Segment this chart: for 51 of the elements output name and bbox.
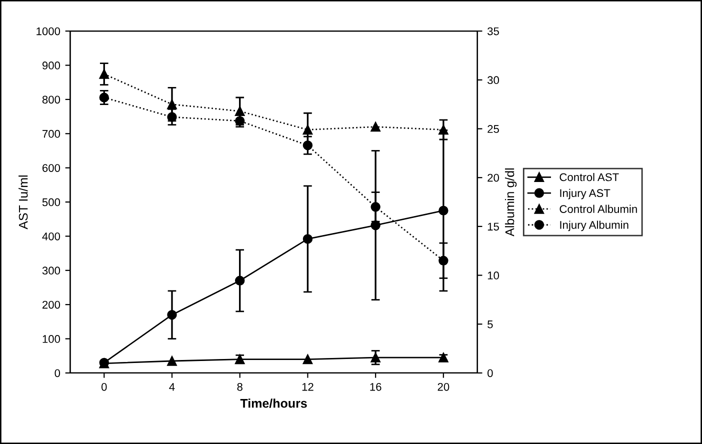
point bbox=[302, 234, 313, 244]
point bbox=[99, 69, 109, 79]
point bbox=[167, 112, 177, 122]
point bbox=[234, 276, 245, 286]
y2-tick-label: 25 bbox=[488, 125, 499, 133]
y-tick-label: 500 bbox=[42, 198, 60, 206]
point bbox=[438, 256, 448, 266]
point bbox=[302, 124, 313, 135]
point bbox=[438, 206, 448, 216]
y-tick-label: 400 bbox=[42, 232, 60, 240]
x-tick-label: 4 bbox=[169, 383, 175, 391]
legend-label: Injury Albumin bbox=[560, 220, 628, 232]
point bbox=[167, 310, 177, 320]
y2-tick-label: 15 bbox=[488, 222, 499, 231]
y-tick-label: 900 bbox=[42, 62, 60, 70]
point bbox=[370, 220, 380, 230]
point bbox=[302, 140, 313, 150]
point bbox=[167, 99, 177, 110]
point bbox=[234, 106, 245, 116]
y-tick-label: 100 bbox=[42, 335, 60, 343]
y2-tick-label: 30 bbox=[488, 76, 500, 84]
legend-label: Injury AST bbox=[560, 188, 610, 200]
x-tick-label: 20 bbox=[438, 382, 450, 391]
point bbox=[370, 202, 380, 212]
x-tick-label: 0 bbox=[101, 382, 107, 391]
y-tick-label: 300 bbox=[42, 266, 60, 275]
x-tick-label: 8 bbox=[237, 382, 242, 391]
legend-label: Control Albumin bbox=[560, 204, 637, 213]
y2-tick-label: 20 bbox=[488, 174, 500, 182]
point bbox=[438, 124, 448, 135]
point bbox=[99, 92, 109, 102]
y-tick-label: 700 bbox=[42, 130, 60, 138]
y-tick-label: 800 bbox=[42, 96, 60, 104]
y-tick-label: 600 bbox=[42, 164, 60, 172]
point bbox=[167, 356, 177, 366]
y2-tick-label: 5 bbox=[488, 320, 493, 328]
y-tick-label: 1000 bbox=[36, 27, 60, 36]
y2-axis-title: Albumin g/dl bbox=[504, 168, 517, 236]
y-tick-label: 200 bbox=[42, 300, 60, 309]
point bbox=[370, 122, 380, 132]
legend-label: Control AST bbox=[560, 172, 619, 182]
y2-tick-label: 0 bbox=[488, 369, 493, 378]
point bbox=[302, 354, 313, 364]
y2-tick-label: 10 bbox=[488, 272, 500, 280]
y-axis-title: AST Iu/ml bbox=[18, 176, 28, 230]
y2-tick-label: 35 bbox=[488, 27, 499, 36]
x-tick-label: 16 bbox=[370, 382, 382, 391]
x-tick-label: 12 bbox=[302, 382, 314, 391]
y-tick-label: 0 bbox=[54, 369, 60, 378]
point bbox=[370, 352, 380, 362]
x-axis-title: Time/hours bbox=[240, 398, 307, 408]
